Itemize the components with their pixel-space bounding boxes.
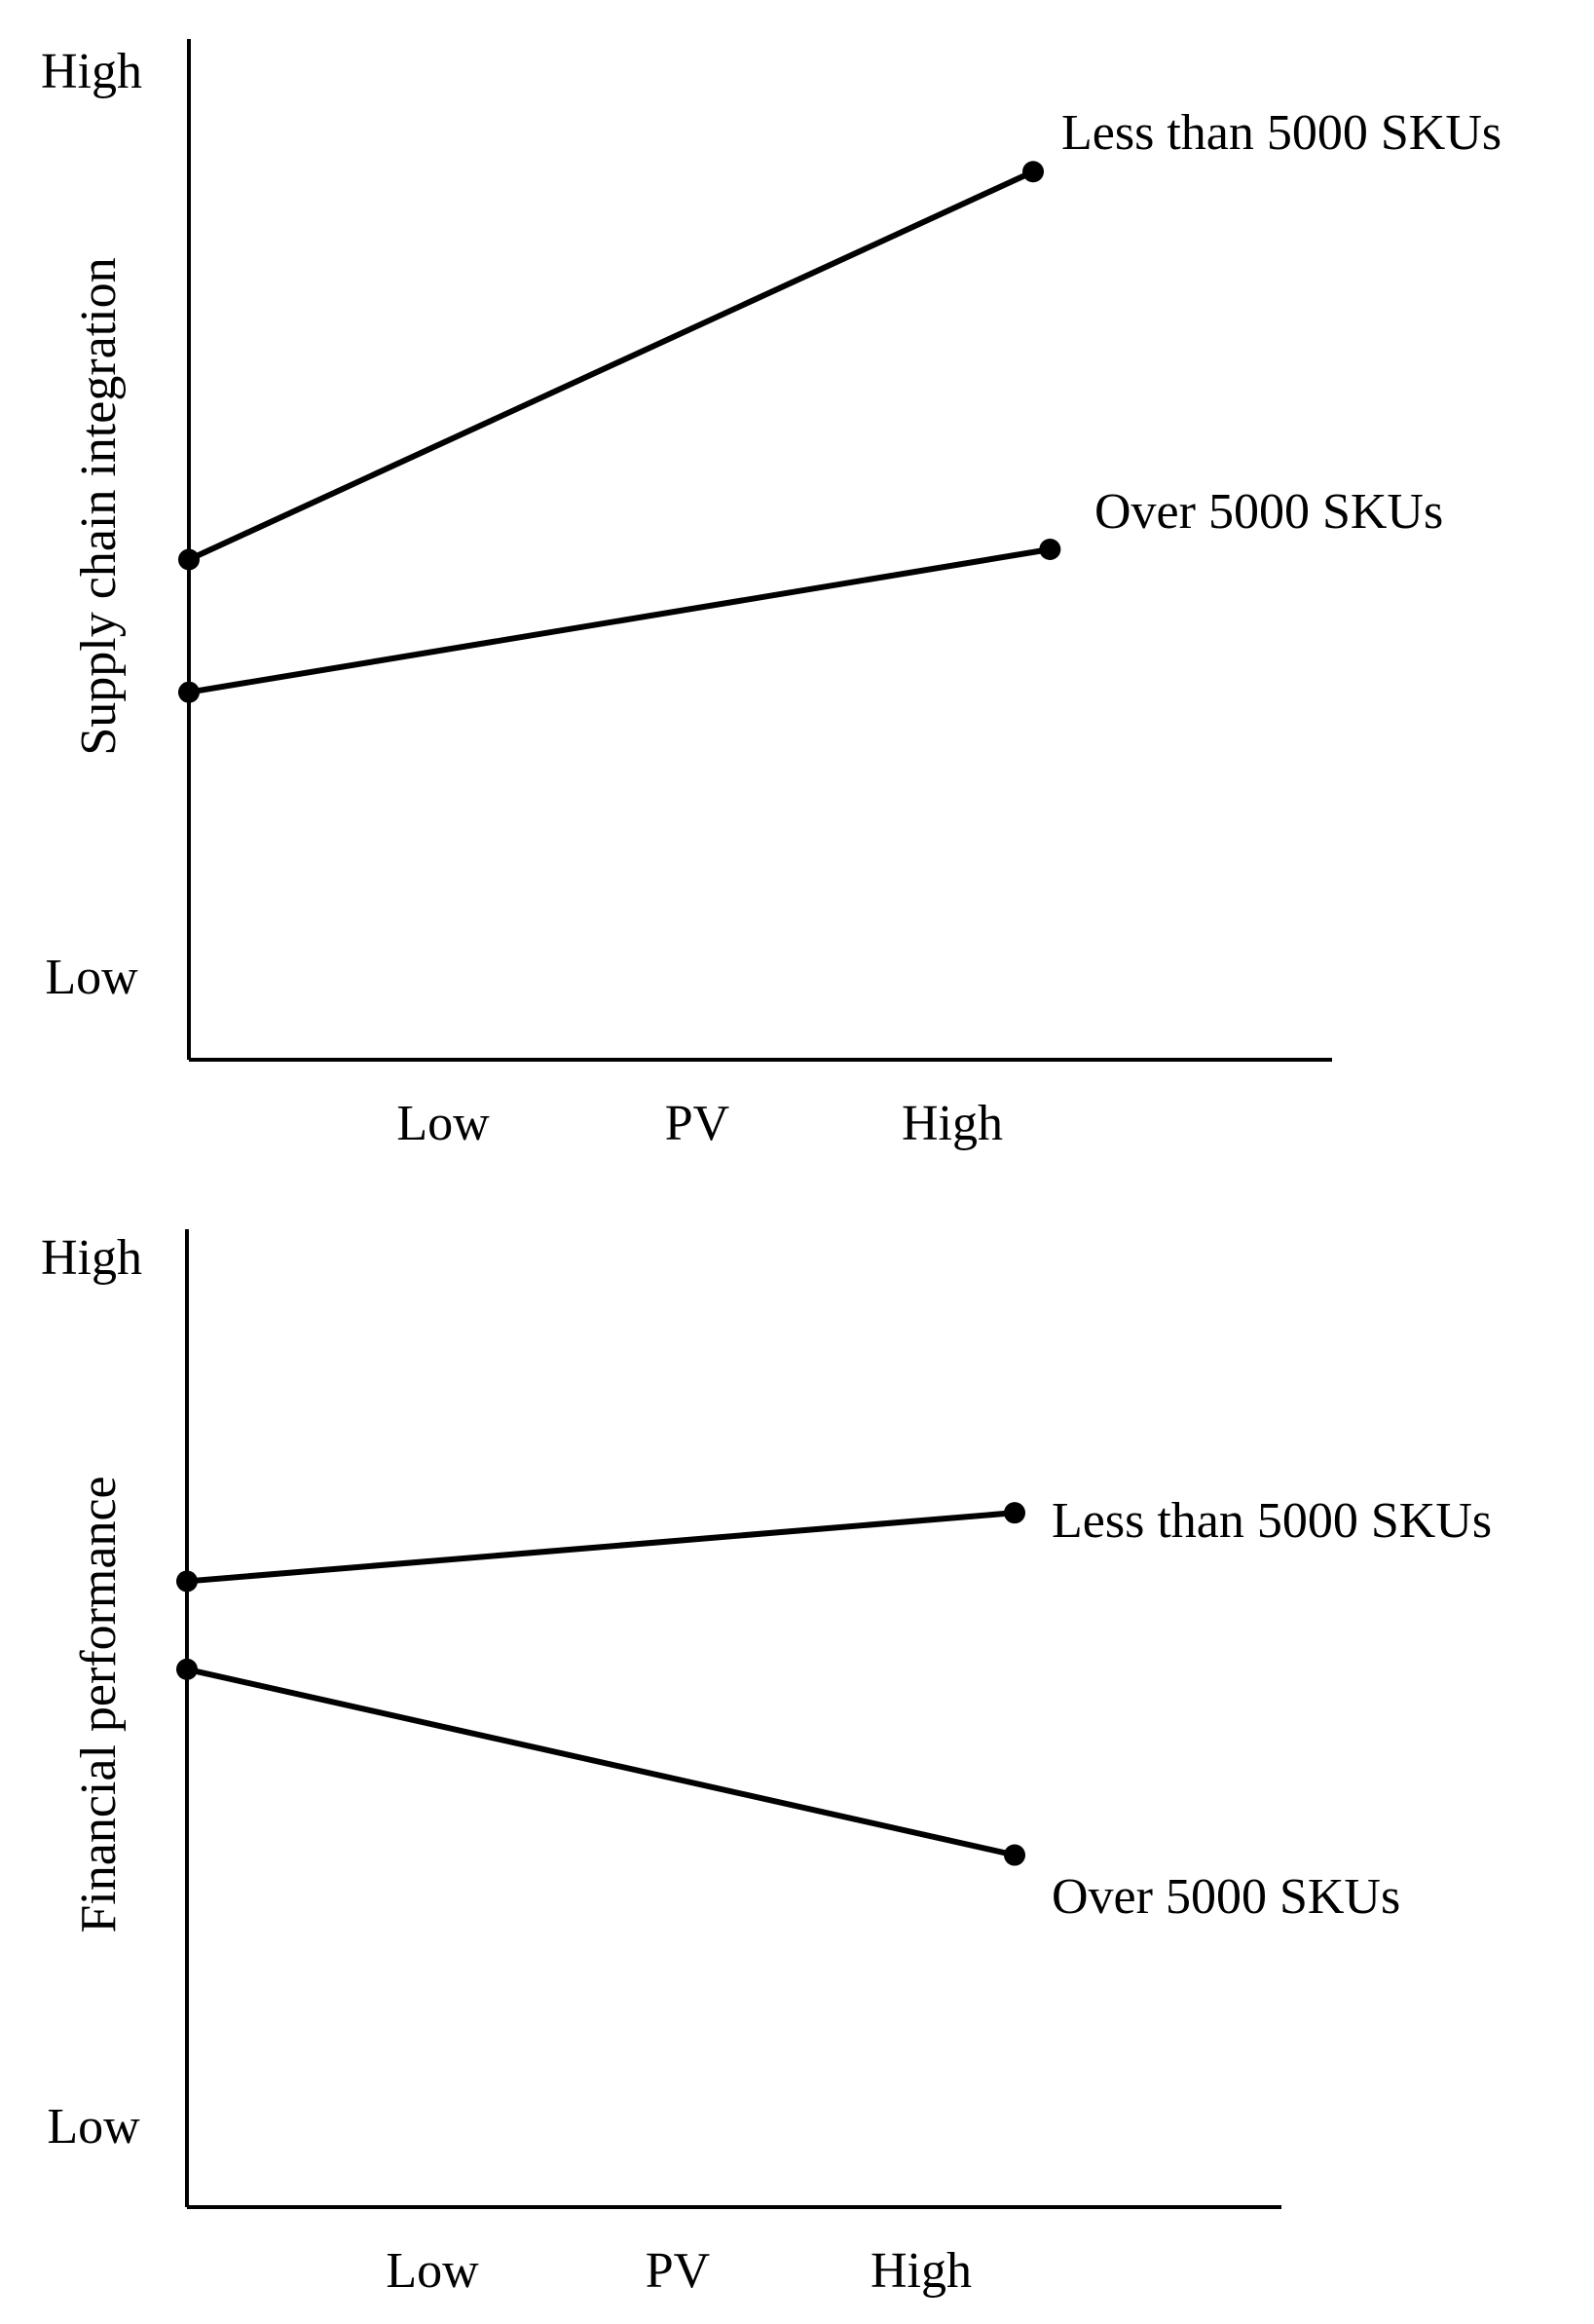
panel-2-y-tick-high: High bbox=[41, 1230, 142, 1286]
panel-2: High Low Financial performance Low PV Hi… bbox=[41, 1229, 1492, 2299]
panel-2-series-label-lt5000: Less than 5000 SKUs bbox=[1052, 1493, 1492, 1549]
panel-2-series-label-over5000: Over 5000 SKUs bbox=[1052, 1869, 1400, 1925]
panel-1-y-tick-high: High bbox=[41, 44, 142, 99]
panel-1-y-tick-low: Low bbox=[45, 950, 138, 1005]
panel-1-y-axis-label: Supply chain integration bbox=[71, 257, 127, 755]
panel-1-series bbox=[178, 161, 1061, 703]
panel-1-over-5000-skus-line bbox=[186, 546, 1054, 695]
panel-2-x-tick-high: High bbox=[871, 2243, 972, 2299]
panel-2-over-5000-skus-point-high-pv bbox=[1004, 1844, 1025, 1866]
panel-1-less-than-5000-skus-point-high-pv bbox=[1022, 161, 1044, 183]
panel-1-less-than-5000-skus-point-low-pv bbox=[178, 548, 200, 571]
panel-2-less-than-5000-skus-point-high-pv bbox=[1004, 1502, 1025, 1524]
panel-2-less-than-5000-skus-point-low-pv bbox=[176, 1570, 198, 1593]
panel-1-over-5000-skus-point-low-pv bbox=[178, 681, 200, 703]
panel-1-x-tick-high: High bbox=[902, 1096, 1003, 1151]
panel-1-x-axis-label: PV bbox=[665, 1096, 729, 1151]
panel-1-series-label-lt5000: Less than 5000 SKUs bbox=[1061, 105, 1501, 161]
panel-2-y-tick-low: Low bbox=[47, 2099, 140, 2155]
panel-2-x-axis-label: PV bbox=[646, 2243, 710, 2299]
panel-2-over-5000-skus-point-low-pv bbox=[176, 1658, 198, 1680]
panel-2-series bbox=[176, 1502, 1025, 1866]
panel-2-less-than-5000-skus-line bbox=[184, 1510, 1018, 1585]
panel-1-less-than-5000-skus-line bbox=[186, 169, 1036, 563]
panel-2-y-axis-label: Financial performance bbox=[71, 1476, 127, 1932]
panel-1: High Low Supply chain integration Low PV… bbox=[41, 39, 1501, 1151]
panel-2-over-5000-skus-line bbox=[184, 1666, 1018, 1858]
panel-1-over-5000-skus-point-high-pv bbox=[1039, 539, 1061, 560]
panel-2-x-tick-low: Low bbox=[386, 2243, 479, 2299]
panel-1-x-tick-low: Low bbox=[396, 1096, 490, 1151]
panel-1-series-label-over5000: Over 5000 SKUs bbox=[1094, 484, 1443, 540]
